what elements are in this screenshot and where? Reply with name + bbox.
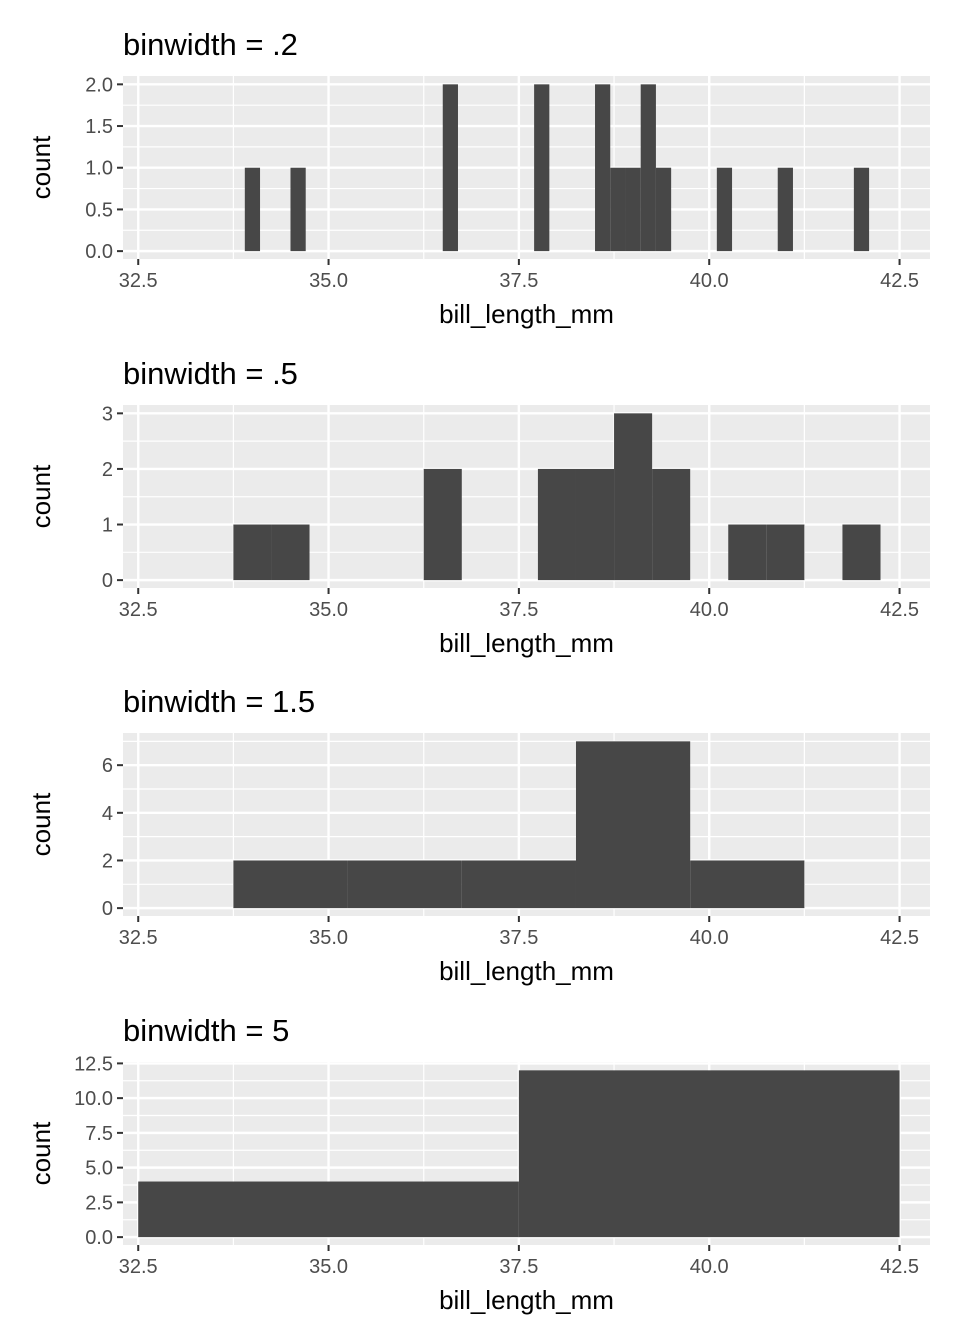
facet-panel-4: binwidth = 5 32.5 35.0 37.5 40.0 42.5 0.0 2.5 5.…	[26, 1013, 930, 1315]
histogram-bar	[138, 1181, 519, 1238]
histogram-bar	[610, 167, 626, 252]
x-axis-title: bill_length_mm	[439, 299, 614, 329]
y-tick-label: 0	[102, 898, 113, 920]
histogram-bar	[728, 524, 767, 581]
histogram-bar	[233, 524, 272, 581]
x-tick-label: 35.0	[309, 1256, 348, 1278]
histogram-bar	[534, 84, 550, 252]
histogram-bar	[233, 860, 348, 909]
y-tick-label: 0.0	[85, 241, 113, 263]
y-tick-label: 10.0	[74, 1088, 113, 1110]
x-tick-label: 32.5	[119, 1256, 158, 1278]
y-axis-title: count	[26, 464, 56, 528]
histogram-bar	[347, 860, 462, 909]
y-tick-label: 4	[102, 803, 113, 825]
y-tick-label: 2	[102, 459, 113, 481]
histogram-bar	[777, 167, 793, 252]
histogram-bar	[244, 167, 261, 252]
x-tick-label: 40.0	[690, 927, 729, 949]
histogram-bar	[423, 468, 462, 581]
y-tick-label: 0	[102, 570, 113, 592]
y-tick-label: 12.5	[74, 1053, 113, 1075]
facet-title: binwidth = .5	[123, 356, 298, 391]
x-tick-label: 32.5	[119, 599, 158, 621]
x-tick-label: 32.5	[119, 270, 158, 292]
histogram-bar	[640, 84, 656, 252]
histogram-bar	[655, 167, 672, 252]
histogram-bar	[716, 167, 733, 252]
histogram-bar	[842, 524, 881, 581]
histogram-bar	[625, 167, 641, 252]
x-tick-label: 35.0	[309, 599, 348, 621]
histogram-bar	[461, 860, 576, 909]
x-tick-label: 40.0	[690, 1256, 729, 1278]
facet-panel-3: binwidth = 1.5 32.5 35.0 37.5 40.0 42.5 0 2 4 6 bi…	[26, 684, 930, 986]
y-tick-label: 2.0	[85, 74, 113, 96]
y-tick-label: 1.5	[85, 116, 113, 138]
histogram-bar	[575, 741, 691, 909]
histogram-bar	[595, 84, 611, 252]
facet-title: binwidth = 1.5	[123, 684, 315, 719]
histogram-bar	[271, 524, 310, 581]
y-tick-label: 0.5	[85, 199, 113, 221]
x-tick-label: 42.5	[880, 599, 919, 621]
y-tick-label: 1	[102, 515, 113, 537]
histogram-bar	[652, 468, 691, 581]
y-axis-title: count	[26, 1121, 56, 1185]
facet-title: binwidth = .2	[123, 27, 298, 62]
y-axis-title: count	[26, 135, 56, 199]
y-tick-label: 1.0	[85, 158, 113, 180]
x-tick-label: 42.5	[880, 270, 919, 292]
x-tick-label: 40.0	[690, 270, 729, 292]
y-axis-title: count	[26, 792, 56, 856]
histogram-bar	[575, 468, 615, 581]
histogram-bar	[766, 524, 805, 581]
histogram-bar	[518, 1070, 900, 1238]
x-tick-label: 32.5	[119, 927, 158, 949]
histogram-bar	[537, 468, 576, 581]
y-tick-label: 2.5	[85, 1192, 113, 1214]
facet-panel-1: binwidth = .2 32.5 35.0 37.5 40.0 42.5 0.0 0.5 1…	[26, 27, 930, 329]
histogram-bar	[690, 860, 805, 909]
x-tick-label: 37.5	[499, 1256, 538, 1278]
histogram-bar	[442, 84, 458, 252]
y-tick-label: 3	[102, 403, 113, 425]
y-tick-label: 5.0	[85, 1158, 113, 1180]
facet-panel-2: binwidth = .5 32.5 35.0 37.5 40.0 42.5 0 1 2 3 bil…	[26, 356, 930, 658]
y-tick-label: 6	[102, 755, 113, 777]
histogram-bar	[290, 167, 306, 252]
x-axis-title: bill_length_mm	[439, 628, 614, 658]
x-tick-label: 37.5	[499, 270, 538, 292]
x-tick-label: 37.5	[499, 927, 538, 949]
y-tick-label: 0.0	[85, 1227, 113, 1249]
x-tick-label: 37.5	[499, 599, 538, 621]
y-tick-label: 2	[102, 850, 113, 872]
histogram-bar	[853, 167, 870, 252]
x-tick-label: 35.0	[309, 927, 348, 949]
x-tick-label: 40.0	[690, 599, 729, 621]
x-axis-title: bill_length_mm	[439, 1285, 614, 1315]
x-axis-title: bill_length_mm	[439, 956, 614, 986]
x-tick-label: 35.0	[309, 270, 348, 292]
histogram-bar	[614, 413, 653, 581]
x-tick-label: 42.5	[880, 927, 919, 949]
facet-title: binwidth = 5	[123, 1013, 289, 1048]
y-tick-label: 7.5	[85, 1123, 113, 1145]
x-tick-label: 42.5	[880, 1256, 919, 1278]
